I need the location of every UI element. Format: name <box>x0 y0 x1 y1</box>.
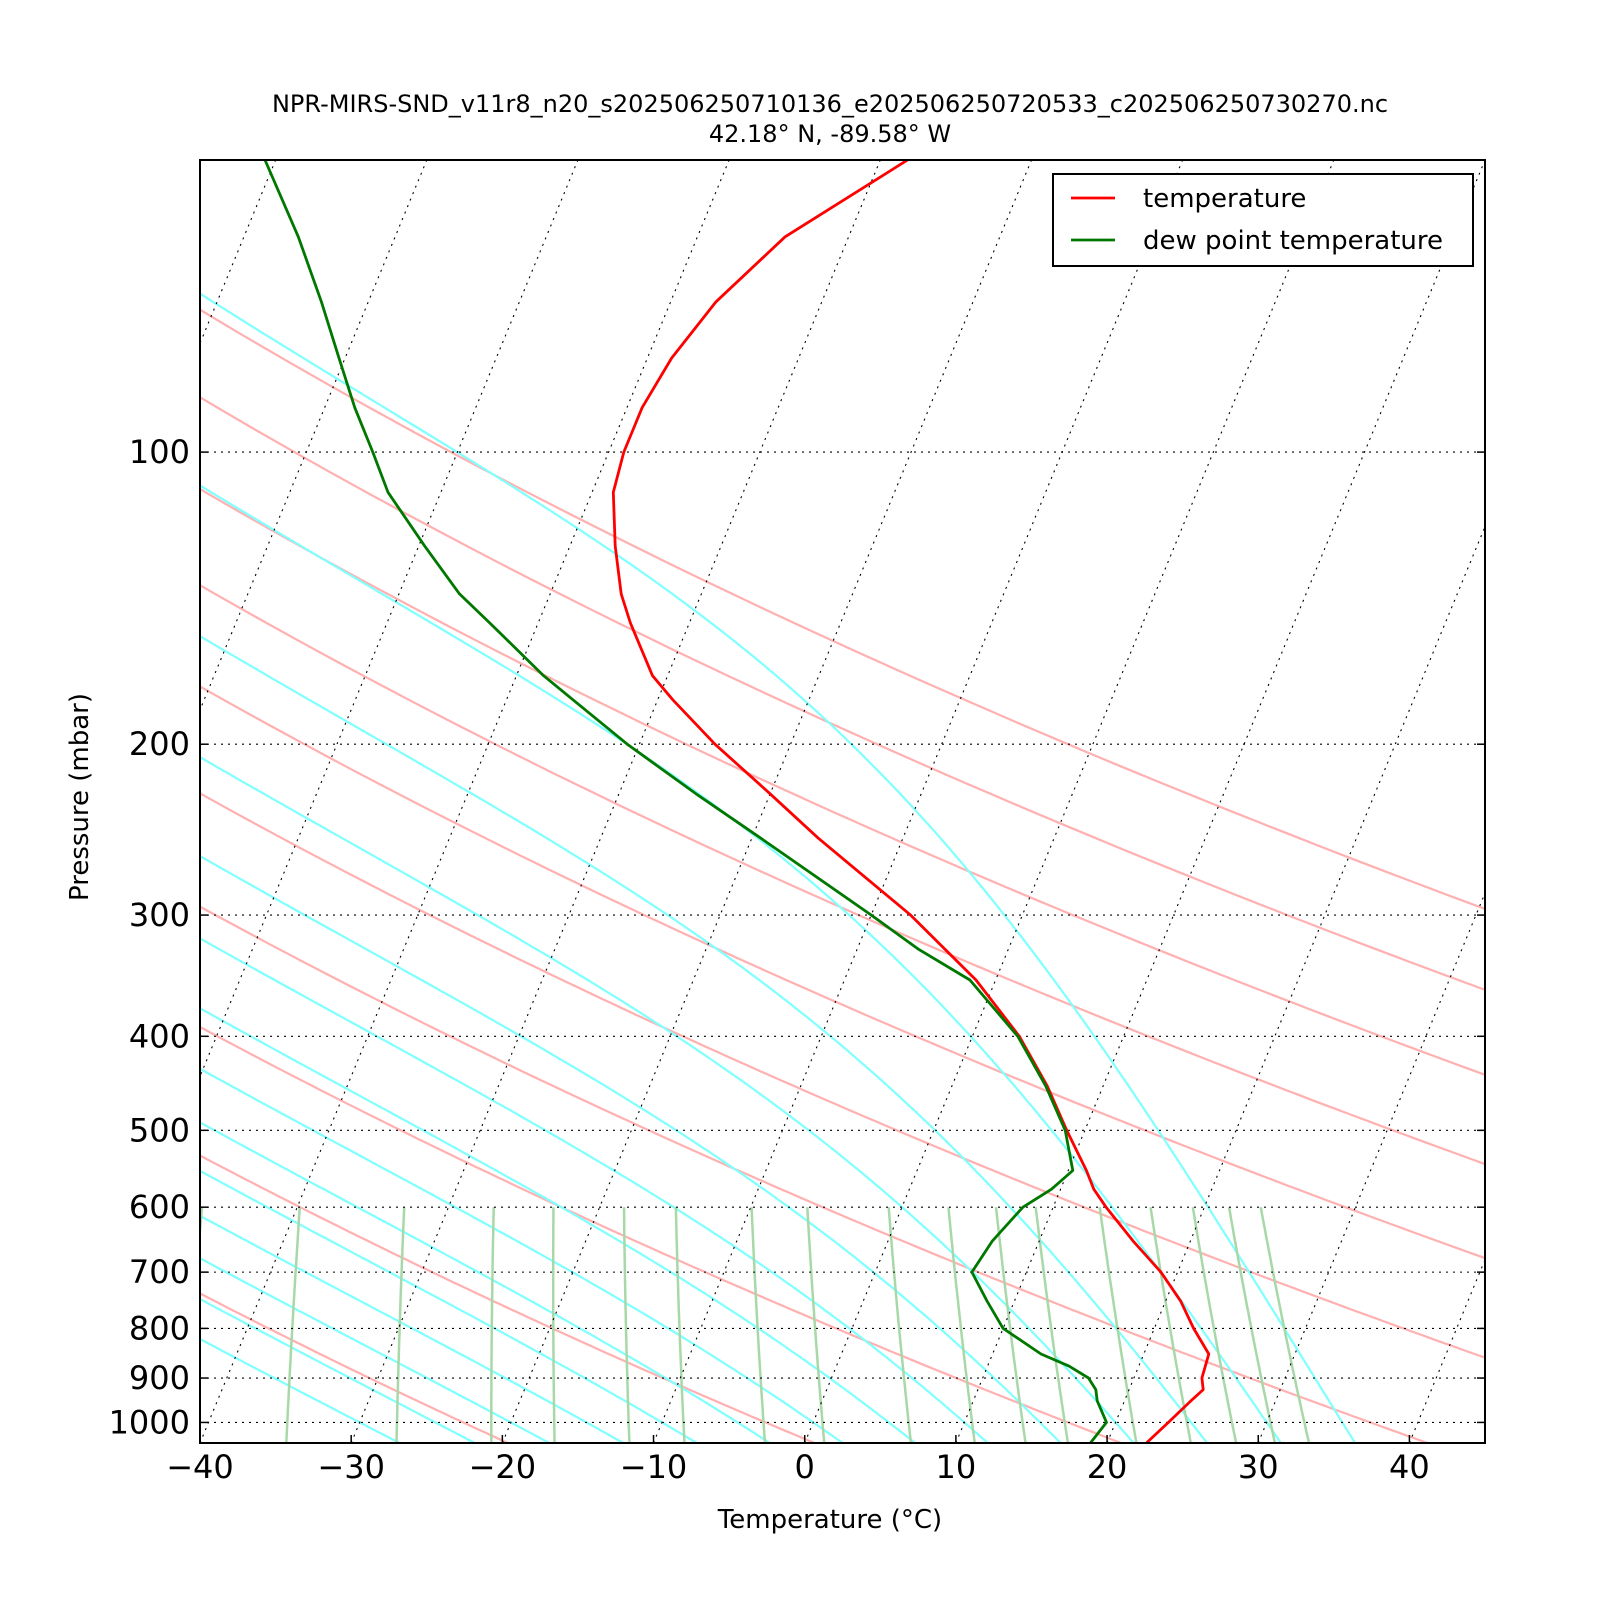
mixing-ratio-line <box>1259 1206 1311 1443</box>
isotherm-line <box>200 160 579 1078</box>
isotherm-line <box>200 160 730 1443</box>
series-line-dew-point-temperature <box>263 160 1108 1443</box>
y-tick-label: 400 <box>129 1017 190 1055</box>
background-lines <box>0 160 1600 1443</box>
x-tick-label: 20 <box>1087 1448 1128 1486</box>
mixing-ratio-line <box>285 1207 302 1443</box>
y-tick-label: 500 <box>129 1111 190 1149</box>
dry-adiabat-line <box>200 395 1485 992</box>
isotherm-line <box>350 160 881 1443</box>
moist-adiabat-line <box>200 755 1135 1443</box>
mixing-ratio-line <box>674 1207 686 1443</box>
x-tick-label: 40 <box>1389 1448 1430 1486</box>
moist-adiabat-line <box>200 634 1208 1443</box>
dry-adiabat-line <box>200 685 1485 1260</box>
dry-adiabat-line <box>200 792 1485 1359</box>
x-tick-label: −20 <box>469 1448 537 1486</box>
dry-adiabat-line <box>200 1292 509 1443</box>
x-tick-label: 10 <box>936 1448 977 1486</box>
chart-title: NPR-MIRS-SND_v11r8_n20_s202506250710136_… <box>272 90 1388 118</box>
y-tick-label: 700 <box>129 1253 190 1291</box>
mixing-ratio-line <box>750 1207 767 1443</box>
dry-adiabat-line <box>200 308 1485 911</box>
mixing-ratio-line <box>1149 1207 1193 1443</box>
legend-label: temperature <box>1143 184 1306 214</box>
dry-adiabat-line <box>200 487 1485 1076</box>
isotherm-line <box>200 160 428 712</box>
isotherm-line <box>652 160 1184 1443</box>
y-tick-label: 300 <box>129 896 190 934</box>
x-tick-label: −30 <box>317 1448 385 1486</box>
y-tick-label: 900 <box>129 1359 190 1397</box>
data-series <box>263 160 1211 1443</box>
moist-adiabat-line <box>200 1067 844 1443</box>
mixing-ratio-line <box>551 1207 556 1443</box>
plot-frame <box>199 159 1486 1444</box>
mixing-ratio-line <box>1227 1206 1277 1443</box>
legend-box <box>1052 173 1474 267</box>
x-tick-label: −10 <box>620 1448 688 1486</box>
mixing-ratio-line <box>1191 1206 1238 1443</box>
mixing-ratio-line <box>1098 1207 1138 1443</box>
isotherm-line <box>501 160 1033 1443</box>
mixing-ratio-line <box>994 1207 1027 1443</box>
y-tick-label: 800 <box>129 1309 190 1347</box>
mixing-ratio-line <box>1034 1207 1070 1443</box>
dry-adiabat-line <box>200 583 1485 1166</box>
dry-adiabat-line <box>200 1154 815 1443</box>
isotherm-line <box>1106 525 1485 1443</box>
y-tick-label: 100 <box>129 433 190 471</box>
dry-adiabat-line <box>200 1025 1122 1443</box>
isotherm-line <box>1408 1258 1485 1443</box>
x-tick-label: 0 <box>795 1448 815 1486</box>
x-tick-label: 30 <box>1238 1448 1279 1486</box>
mixing-ratio-line <box>490 1207 495 1443</box>
mixing-ratio-line <box>887 1207 913 1443</box>
isotherm-line <box>1257 891 1485 1443</box>
isotherm-line <box>0 160 124 1443</box>
isotherm-line <box>1561 160 1600 1443</box>
moist-adiabat-line <box>200 1169 698 1443</box>
x-axis-label: Temperature (°C) <box>717 1505 942 1535</box>
mixing-ratio-line <box>806 1207 826 1443</box>
moist-adiabat-line <box>200 1256 550 1443</box>
mixing-ratio-line <box>947 1207 976 1443</box>
moist-adiabat-line <box>200 292 1357 1443</box>
series-line-temperature <box>611 160 1211 1443</box>
y-tick-label: 1000 <box>109 1403 190 1441</box>
mixing-ratio-line <box>395 1207 406 1443</box>
isotherm-line <box>804 160 1335 1443</box>
isotherm-line <box>955 160 1485 1443</box>
y-axis-label: Pressure (mbar) <box>65 693 95 901</box>
moist-adiabat-line <box>200 484 1282 1443</box>
y-tick-label: 600 <box>129 1188 190 1226</box>
moist-adiabat-line <box>200 1337 401 1443</box>
moist-adiabat-line <box>200 1297 476 1443</box>
mixing-ratio-line <box>622 1207 631 1443</box>
x-tick-label: −40 <box>166 1448 234 1486</box>
moist-adiabat-line <box>200 1121 771 1443</box>
chart-subtitle: 42.18° N, -89.58° W <box>709 120 951 148</box>
legend-label: dew point temperature <box>1143 226 1443 256</box>
y-tick-label: 200 <box>129 725 190 763</box>
legend: temperature dew point temperature <box>1052 173 1474 267</box>
dry-adiabat-line <box>200 1441 202 1443</box>
isotherm-line <box>200 160 277 345</box>
